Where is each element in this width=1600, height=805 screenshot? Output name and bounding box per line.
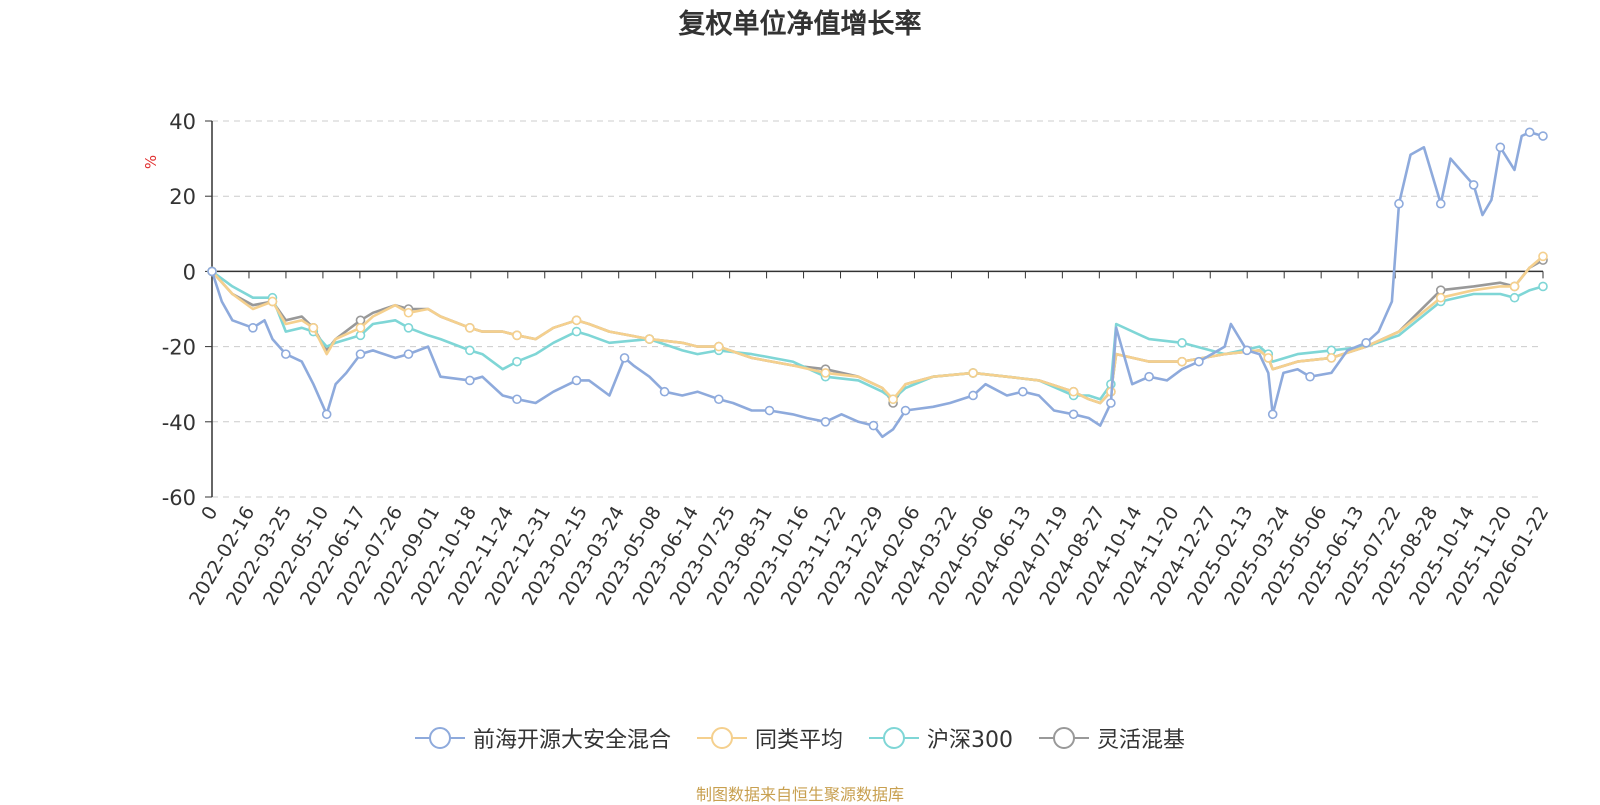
series-point-1 (1538, 251, 1548, 262)
series-point-1 (465, 322, 475, 333)
series-point-2 (1177, 338, 1187, 348)
source-note: 制图数据来自恒生聚源数据库 (695, 785, 904, 804)
series-point-0 (1194, 356, 1204, 367)
y-axis-label: % (142, 155, 160, 169)
series-point-2 (512, 356, 522, 367)
series-point-0 (355, 349, 366, 359)
series-point-1 (1177, 356, 1187, 367)
series-point-1 (571, 315, 582, 326)
series-point-0 (571, 375, 582, 386)
series-point-0 (248, 322, 258, 333)
legend-item[interactable]: 沪深300 (869, 722, 1013, 754)
series-point-1 (267, 296, 278, 307)
series-point-0 (1538, 131, 1548, 141)
y-tick-label: 40 (169, 110, 196, 134)
series-point-0 (713, 394, 724, 405)
legend-item[interactable]: 前海开源大安全混合 (414, 722, 671, 754)
y-tick-label: 20 (169, 185, 196, 209)
series-point-2 (571, 326, 582, 337)
series-point-1 (1326, 353, 1337, 363)
series-point-0 (512, 394, 522, 405)
legend-label: 沪深300 (927, 728, 1013, 753)
series-point-2 (1538, 281, 1548, 292)
series-point-0 (1144, 371, 1154, 382)
legend-label: 灵活混基 (1097, 728, 1186, 753)
series-point-1 (968, 368, 978, 378)
series-point-2 (465, 345, 475, 356)
series-point-0 (1361, 338, 1371, 348)
series-point-1 (1435, 292, 1446, 303)
series-point-0 (465, 375, 475, 386)
series-point-2 (403, 322, 414, 333)
y-tick-label: -20 (162, 336, 196, 360)
legend-swatch (414, 727, 465, 749)
series-point-0 (207, 266, 217, 277)
series-point-0 (1106, 398, 1116, 408)
series-point-1 (308, 322, 319, 333)
legend: 前海开源大安全混合 同类平均 沪深300 灵活混基 (0, 722, 1600, 754)
series-point-1 (1068, 386, 1079, 397)
series-point-0 (1495, 142, 1506, 153)
legend-swatch (696, 727, 747, 749)
series-point-0 (820, 416, 831, 427)
series-line-1 (211, 255, 1544, 405)
y-tick-label: 0 (183, 260, 196, 284)
series-point-1 (820, 368, 831, 378)
legend-swatch (869, 727, 919, 749)
series-point-1 (888, 394, 898, 405)
series-point-0 (1242, 345, 1252, 356)
legend-item[interactable]: 同类平均 (696, 722, 843, 754)
y-tick-label: -60 (162, 486, 196, 510)
series-point-2 (1509, 292, 1520, 303)
series-point-1 (403, 307, 414, 318)
legend-item[interactable]: 灵活混基 (1039, 722, 1185, 754)
legend-label: 同类平均 (754, 728, 843, 753)
series-point-1 (644, 334, 655, 344)
series-point-1 (355, 322, 366, 333)
series-point-0 (1468, 180, 1479, 190)
series-point-1 (512, 330, 522, 341)
series-line-2 (211, 270, 1544, 401)
series-point-0 (1435, 198, 1446, 209)
series-point-0 (1018, 386, 1028, 397)
series-line-3 (211, 258, 1544, 405)
series-point-0 (1068, 409, 1079, 420)
y-tick-label: -40 (162, 411, 196, 435)
series-point-0 (1524, 127, 1535, 138)
series-point-0 (1267, 409, 1278, 420)
series-point-1 (1509, 281, 1520, 292)
series-point-0 (968, 390, 978, 401)
x-tick-label: 0 (197, 503, 222, 524)
series-point-0 (403, 349, 414, 359)
series-point-1 (1263, 353, 1274, 363)
series-point-0 (619, 353, 630, 363)
series-point-0 (868, 420, 879, 431)
series-point-1 (713, 341, 724, 352)
chart-title: 复权单位净值增长率 (678, 9, 922, 40)
series-point-0 (321, 409, 332, 420)
legend-swatch (1039, 727, 1089, 749)
series-point-0 (1305, 371, 1315, 382)
line-chart: -60-40-2002040%02022-02-162022-03-252022… (142, 110, 1553, 609)
series-point-0 (900, 405, 911, 416)
legend-label: 前海开源大安全混合 (472, 728, 671, 753)
series-point-0 (280, 349, 291, 359)
series-point-0 (1394, 198, 1404, 209)
series-point-0 (659, 386, 670, 397)
series-point-0 (764, 405, 775, 416)
series-line-0 (210, 131, 1544, 439)
